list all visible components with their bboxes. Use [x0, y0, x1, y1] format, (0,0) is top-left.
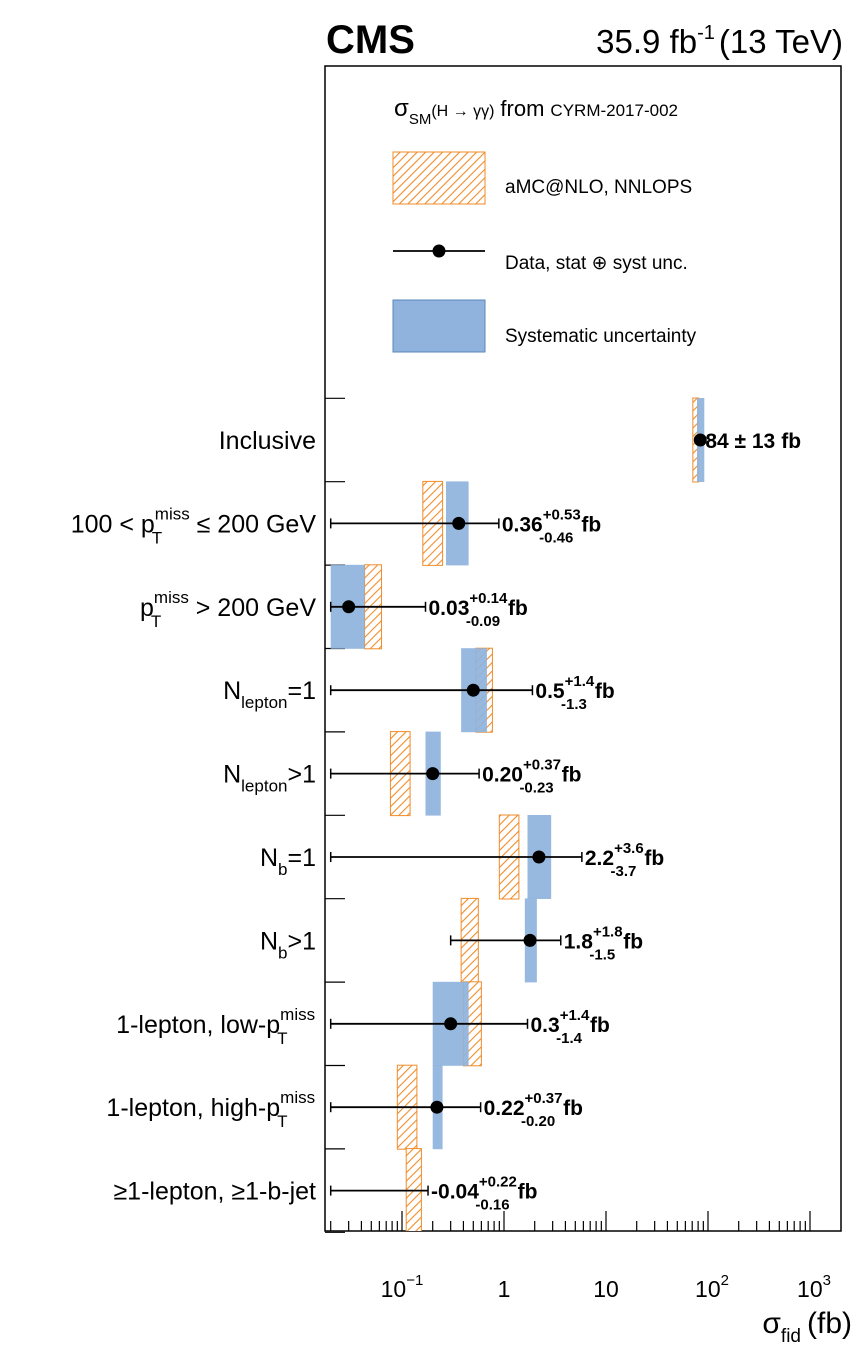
legend-syst-swatch [392, 299, 486, 353]
data-point [532, 850, 546, 864]
data-point [452, 516, 466, 530]
legend-data-label: Data, stat ⊕ syst unc. [505, 253, 688, 274]
data-point [693, 433, 707, 447]
plot-frame [324, 65, 842, 1232]
legend-syst-label: Systematic uncertainty [505, 326, 697, 347]
data-point [342, 600, 356, 614]
plot-marks [329, 397, 707, 1231]
value-label: 0.36+0.53 -0.46fb [502, 506, 601, 546]
data-point [444, 1017, 458, 1031]
value-labels: 84 ± 13 fb 0.36+0.53 -0.46fb 0.03+0.14 -0.09f… [429, 430, 802, 1214]
category-label: Nb=1 [260, 844, 316, 879]
x-tick-label: 103 [797, 1272, 831, 1302]
legend-theory-swatch [392, 151, 486, 205]
x-axis-ticks [330, 1211, 811, 1231]
value-label: 84 ± 13 fb [705, 430, 801, 453]
x-tick-label: 1 [498, 1276, 511, 1302]
value-label: 0.22+0.37 -0.20fb [484, 1090, 583, 1130]
category-label: Nb>1 [260, 927, 316, 962]
category-label: ≥1-lepton, ≥1-b-jet [113, 1178, 316, 1206]
x-tick-label: 10−1 [381, 1272, 424, 1302]
value-label: 0.03+0.14 -0.09fb [429, 590, 528, 630]
x-tick-label: 102 [695, 1272, 729, 1302]
value-label: -0.04+0.22 -0.16fb [431, 1174, 537, 1214]
data-point [426, 767, 440, 781]
data-point [523, 933, 537, 947]
category-label: Inclusive [219, 427, 316, 455]
data-point [466, 683, 480, 697]
legend-title: σSM(H → γγ) from CYRM-2017-002 [394, 95, 678, 128]
category-label: Nlepton>1 [223, 761, 316, 796]
x-axis-tick-labels: 10−1 1 10 102 103 [381, 1272, 831, 1302]
x-tick-label: 10 [593, 1276, 619, 1302]
value-label: 0.5+1.4 -1.3fb [535, 673, 614, 713]
value-label: 2.2+3.6 -3.7fb [585, 840, 664, 880]
value-label: 1.8+1.8 -1.5fb [564, 923, 643, 963]
legend-data-marker [432, 244, 446, 258]
category-label: pmiss T > 200 GeV [140, 588, 316, 631]
legend: σSM(H → γγ) from CYRM-2017-002 aMC@NLO, NN… [392, 95, 697, 353]
experiment-label: CMS [326, 18, 415, 62]
category-label: Nlepton=1 [223, 677, 316, 712]
value-label: 0.20+0.37 -0.23fb [482, 757, 581, 797]
data-point [430, 1100, 444, 1114]
luminosity-label: 35.9 fb-1 (13 TeV) [596, 22, 843, 60]
x-axis-title: σfid (fb) [762, 1307, 852, 1347]
value-label: 0.3+1.4 -1.4fb [531, 1007, 610, 1047]
legend-theory-label: aMC@NLO, NNLOPS [505, 177, 692, 198]
category-labels: Inclusive 100 < pmiss T ≤ 200 GeV pmiss T > 20… [71, 427, 317, 1206]
category-label: 100 < pmiss T ≤ 200 GeV [71, 504, 317, 547]
